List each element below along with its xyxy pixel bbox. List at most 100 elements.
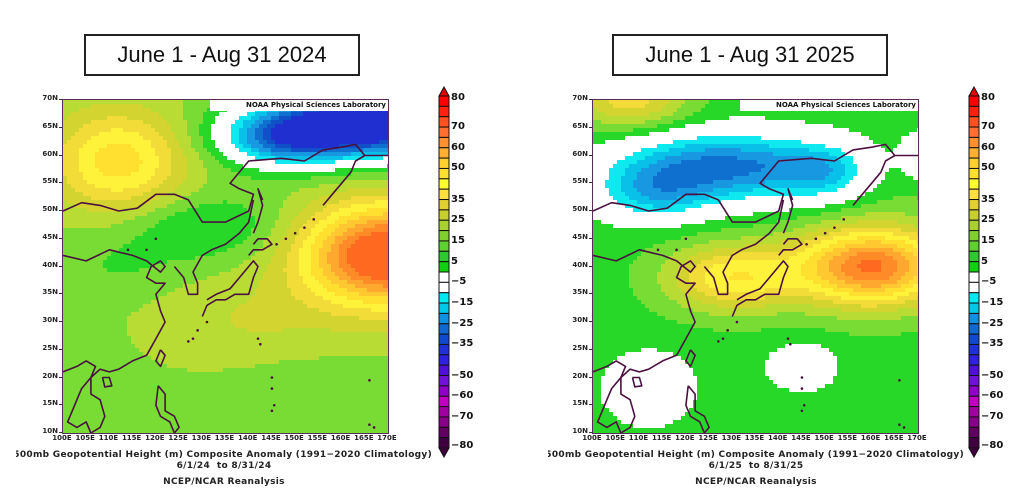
anomaly-cell — [299, 236, 304, 241]
anomaly-cell — [103, 112, 108, 117]
anomaly-cell — [87, 224, 92, 229]
anomaly-cell — [67, 244, 72, 249]
anomaly-cell — [199, 180, 204, 185]
anomaly-cell — [331, 248, 336, 253]
anomaly-cell — [123, 296, 128, 301]
anomaly-cell — [151, 328, 156, 333]
anomaly-cell — [83, 108, 88, 113]
anomaly-cell — [139, 308, 144, 313]
anomaly-cell — [127, 176, 132, 181]
anomaly-cell — [339, 264, 344, 269]
anomaly-cell — [215, 208, 220, 213]
anomaly-cell — [179, 124, 184, 129]
anomaly-cell — [323, 328, 328, 333]
anomaly-cell — [107, 124, 112, 129]
anomaly-cell — [343, 116, 348, 121]
anomaly-cell — [287, 244, 292, 249]
anomaly-cell — [267, 320, 272, 325]
anomaly-cell — [147, 276, 152, 281]
anomaly-cell — [291, 308, 296, 313]
anomaly-cell — [383, 300, 388, 305]
anomaly-cell — [159, 156, 164, 161]
anomaly-cell — [283, 124, 288, 129]
anomaly-cell — [259, 164, 264, 169]
anomaly-cell — [347, 280, 352, 285]
anomaly-cell — [331, 316, 336, 321]
anomaly-cell — [71, 328, 76, 333]
anomaly-cell — [279, 268, 284, 273]
anomaly-cell — [339, 144, 344, 149]
anomaly-cell — [107, 312, 112, 317]
anomaly-cell — [307, 144, 312, 149]
anomaly-cell — [303, 300, 308, 305]
anomaly-cell — [219, 284, 224, 289]
anomaly-cell — [351, 172, 356, 177]
anomaly-cell — [159, 120, 164, 125]
anomaly-cell — [107, 180, 112, 185]
anomaly-cell — [239, 260, 244, 265]
anomaly-cell — [383, 232, 388, 237]
anomaly-cell — [371, 256, 376, 261]
anomaly-cell — [211, 252, 216, 257]
anomaly-cell — [311, 168, 316, 173]
anomaly-cell — [279, 232, 284, 237]
anomaly-cell — [223, 192, 228, 197]
anomaly-cell — [235, 168, 240, 173]
anomaly-cell — [323, 176, 328, 181]
anomaly-cell — [327, 188, 332, 193]
anomaly-cell — [111, 316, 116, 321]
anomaly-cell — [187, 136, 192, 141]
anomaly-cell — [227, 320, 232, 325]
anomaly-cell — [335, 292, 340, 297]
anomaly-cell — [271, 212, 276, 217]
anomaly-cell — [139, 204, 144, 209]
anomaly-cell — [215, 112, 220, 117]
anomaly-cell — [279, 148, 284, 153]
anomaly-cell — [187, 236, 192, 241]
anomaly-cell — [123, 124, 128, 129]
anomaly-cell — [119, 236, 124, 241]
anomaly-cell — [343, 192, 348, 197]
anomaly-cell — [191, 248, 196, 253]
anomaly-cell — [75, 184, 80, 189]
anomaly-cell — [307, 212, 312, 217]
anomaly-cell — [247, 280, 252, 285]
anomaly-cell — [331, 280, 336, 285]
anomaly-cell — [227, 244, 232, 249]
anomaly-cell — [171, 108, 176, 113]
anomaly-cell — [163, 152, 168, 157]
anomaly-cell — [179, 300, 184, 305]
anomaly-cell — [95, 304, 100, 309]
anomaly-cell — [387, 176, 388, 181]
anomaly-cell — [267, 132, 272, 137]
anomaly-cell — [107, 192, 112, 197]
anomaly-cell — [363, 256, 368, 261]
anomaly-cell — [327, 148, 332, 153]
anomaly-cell — [107, 292, 112, 297]
anomaly-cell — [231, 200, 236, 205]
anomaly-cell — [191, 324, 196, 329]
anomaly-cell — [359, 160, 364, 165]
anomaly-cell — [303, 176, 308, 181]
anomaly-cell — [327, 124, 332, 129]
anomaly-cell — [107, 112, 112, 117]
anomaly-cell — [263, 240, 268, 245]
anomaly-cell — [251, 312, 256, 317]
anomaly-cell — [259, 188, 264, 193]
anomaly-cell — [283, 216, 288, 221]
anomaly-cell — [115, 136, 120, 141]
anomaly-cell — [323, 124, 328, 129]
anomaly-cell — [299, 304, 304, 309]
anomaly-cell — [379, 196, 384, 201]
anomaly-cell — [363, 280, 368, 285]
anomaly-cell — [199, 208, 204, 213]
anomaly-cell — [163, 228, 168, 233]
anomaly-cell — [247, 224, 252, 229]
anomaly-cell — [239, 216, 244, 221]
anomaly-cell — [107, 196, 112, 201]
anomaly-cell — [231, 332, 236, 337]
anomaly-cell — [359, 216, 364, 221]
anomaly-cell — [131, 132, 136, 137]
anomaly-cell — [327, 252, 332, 257]
anomaly-cell — [183, 328, 188, 333]
